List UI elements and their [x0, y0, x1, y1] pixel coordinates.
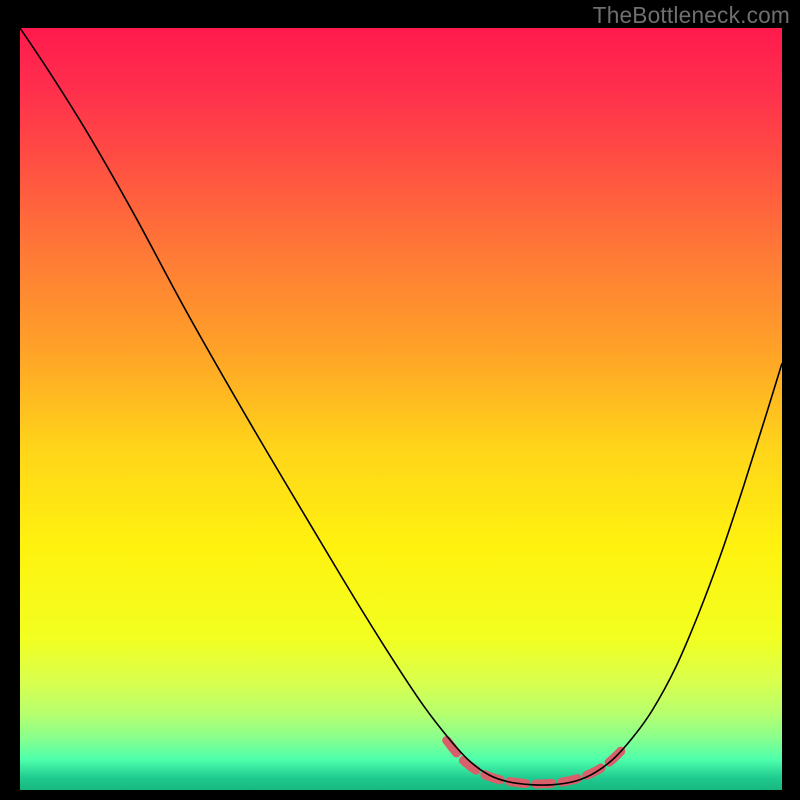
chart-stage: TheBottleneck.com	[0, 0, 800, 800]
plot-svg	[20, 28, 782, 790]
watermark-text: TheBottleneck.com	[593, 2, 790, 29]
bottleneck-curve-plot	[20, 28, 782, 790]
gradient-background	[20, 28, 782, 790]
